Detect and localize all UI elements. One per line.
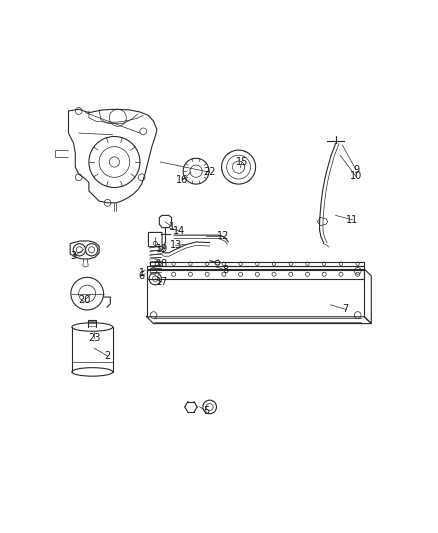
Text: 12: 12 (217, 231, 229, 241)
Text: 23: 23 (88, 333, 100, 343)
Text: 10: 10 (349, 171, 361, 181)
Text: 7: 7 (342, 304, 348, 314)
Text: 17: 17 (155, 277, 168, 287)
Text: 14: 14 (173, 226, 185, 236)
Text: 5: 5 (203, 406, 209, 416)
Text: 11: 11 (346, 215, 358, 225)
Text: 15: 15 (235, 157, 247, 167)
Text: 3: 3 (71, 251, 77, 261)
Text: 19: 19 (155, 245, 168, 254)
Text: 6: 6 (138, 271, 145, 281)
Text: 9: 9 (352, 165, 358, 175)
Text: 1: 1 (169, 222, 175, 232)
Text: 20: 20 (78, 295, 91, 305)
Text: 1: 1 (138, 268, 145, 278)
Text: 2: 2 (104, 351, 110, 361)
Text: 13: 13 (169, 240, 181, 251)
Text: 18: 18 (155, 259, 168, 269)
Text: 22: 22 (203, 167, 215, 177)
Text: 16: 16 (176, 175, 188, 185)
Text: 8: 8 (222, 265, 227, 275)
